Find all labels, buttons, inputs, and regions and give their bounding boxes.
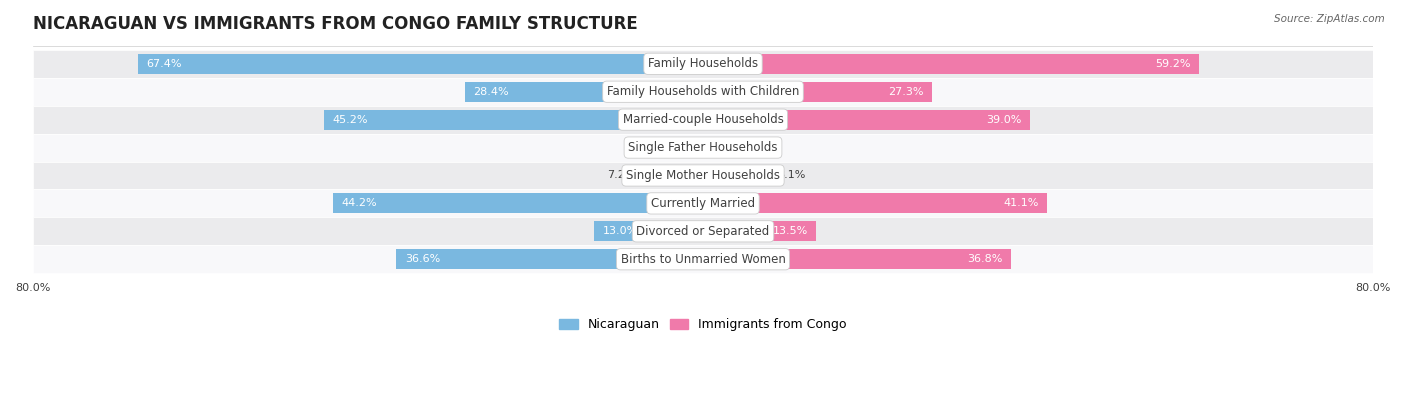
Bar <box>682 137 703 158</box>
Bar <box>703 82 932 102</box>
Bar <box>32 134 1374 162</box>
Bar <box>643 166 703 186</box>
Bar <box>703 166 770 186</box>
Bar <box>703 109 1029 130</box>
Bar <box>396 249 703 269</box>
Bar <box>32 50 1374 78</box>
Text: 28.4%: 28.4% <box>474 87 509 97</box>
Bar <box>325 109 703 130</box>
Text: Single Mother Households: Single Mother Households <box>626 169 780 182</box>
Bar <box>32 78 1374 106</box>
Text: 41.1%: 41.1% <box>1004 198 1039 209</box>
Text: Births to Unmarried Women: Births to Unmarried Women <box>620 253 786 266</box>
Text: Divorced or Separated: Divorced or Separated <box>637 225 769 238</box>
Text: 45.2%: 45.2% <box>333 115 368 125</box>
Bar <box>138 54 703 74</box>
Text: 44.2%: 44.2% <box>342 198 377 209</box>
Bar <box>703 54 1199 74</box>
Bar <box>465 82 703 102</box>
Bar <box>703 194 1047 213</box>
Text: Married-couple Households: Married-couple Households <box>623 113 783 126</box>
Bar <box>703 137 724 158</box>
Text: Source: ZipAtlas.com: Source: ZipAtlas.com <box>1274 14 1385 24</box>
Text: 13.0%: 13.0% <box>602 226 638 236</box>
Bar <box>32 217 1374 245</box>
Bar <box>595 221 703 241</box>
Bar <box>32 245 1374 273</box>
Bar <box>333 194 703 213</box>
Text: 39.0%: 39.0% <box>986 115 1021 125</box>
Bar <box>32 106 1374 134</box>
Bar <box>32 162 1374 190</box>
Text: 36.6%: 36.6% <box>405 254 440 264</box>
Bar <box>703 221 815 241</box>
Text: 36.8%: 36.8% <box>967 254 1002 264</box>
Text: 2.5%: 2.5% <box>731 143 759 152</box>
Text: Single Father Households: Single Father Households <box>628 141 778 154</box>
Text: 7.2%: 7.2% <box>607 171 636 181</box>
Text: Family Households with Children: Family Households with Children <box>607 85 799 98</box>
Text: 2.6%: 2.6% <box>647 143 675 152</box>
Text: 13.5%: 13.5% <box>772 226 807 236</box>
Bar <box>32 190 1374 217</box>
Text: 59.2%: 59.2% <box>1156 59 1191 69</box>
Text: 27.3%: 27.3% <box>887 87 924 97</box>
Bar <box>703 249 1011 269</box>
Text: 8.1%: 8.1% <box>778 171 806 181</box>
Text: NICARAGUAN VS IMMIGRANTS FROM CONGO FAMILY STRUCTURE: NICARAGUAN VS IMMIGRANTS FROM CONGO FAMI… <box>32 15 637 33</box>
Text: Family Households: Family Households <box>648 57 758 70</box>
Text: Currently Married: Currently Married <box>651 197 755 210</box>
Legend: Nicaraguan, Immigrants from Congo: Nicaraguan, Immigrants from Congo <box>554 313 852 336</box>
Text: 67.4%: 67.4% <box>146 59 183 69</box>
